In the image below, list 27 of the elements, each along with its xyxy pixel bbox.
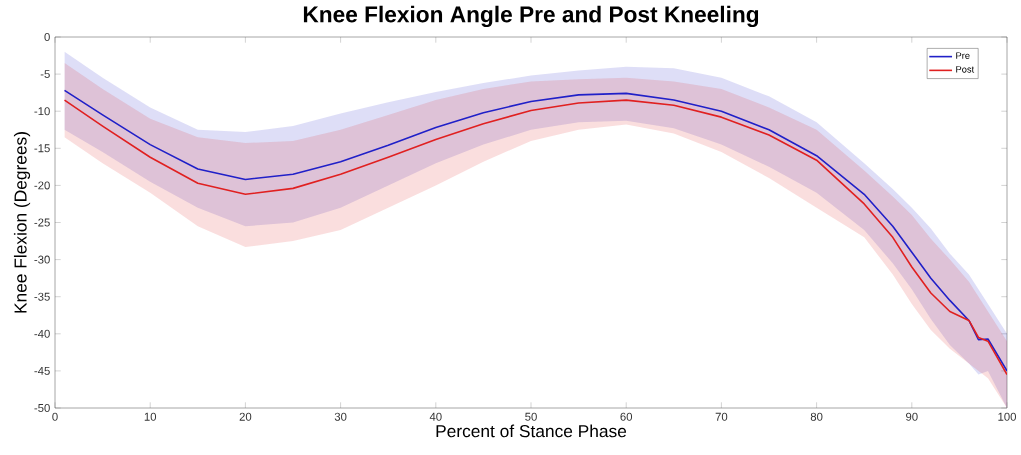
y-tick-label: -10 <box>34 107 50 116</box>
y-tick-label: -45 <box>34 366 50 375</box>
x-tick-label: 50 <box>525 412 537 421</box>
x-tick-label: 60 <box>620 412 633 421</box>
y-tick-label: -20 <box>34 181 50 190</box>
y-tick-label: 0 <box>44 33 50 42</box>
x-tick-label: 70 <box>715 412 728 421</box>
y-tick-label: -50 <box>34 404 50 413</box>
x-tick-label: 30 <box>334 412 347 421</box>
x-tick-label: 90 <box>906 412 918 421</box>
y-tick-label: -25 <box>34 218 50 227</box>
y-tick-label: -15 <box>34 144 50 153</box>
legend-label: Pre <box>956 52 970 59</box>
x-tick-label: 80 <box>810 412 823 421</box>
x-tick-label: 10 <box>144 412 157 421</box>
x-axis-title: Percent of Stance Phase <box>436 424 627 438</box>
legend-label: Post <box>956 66 975 73</box>
x-tick-label: 0 <box>52 412 58 421</box>
x-tick-label: 100 <box>998 412 1017 421</box>
y-tick-label: -5 <box>40 70 50 79</box>
x-tick-label: 40 <box>429 412 442 421</box>
y-tick-label: -40 <box>34 329 50 338</box>
y-tick-label: -30 <box>34 255 50 264</box>
x-tick-label: 20 <box>239 412 252 421</box>
chart-title: Knee Flexion Angle Pre and Post Kneeling <box>303 5 759 27</box>
y-axis-title: Knee Flexion (Degrees) <box>13 132 31 313</box>
y-tick-label: -35 <box>34 292 50 301</box>
